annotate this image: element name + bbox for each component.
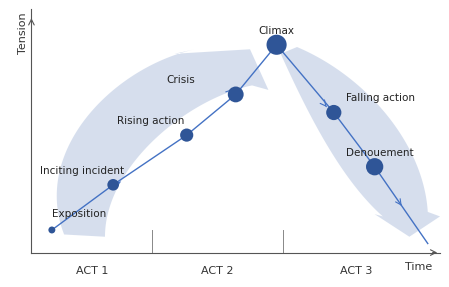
Point <box>273 42 280 47</box>
Point <box>371 164 378 169</box>
Polygon shape <box>281 47 440 237</box>
Text: ACT 2: ACT 2 <box>201 266 233 276</box>
Text: ACT 1: ACT 1 <box>76 266 108 276</box>
Point <box>48 228 56 232</box>
Point <box>183 133 190 137</box>
Polygon shape <box>57 49 269 237</box>
Text: Tension: Tension <box>18 12 28 54</box>
Text: Falling action: Falling action <box>346 94 415 104</box>
Text: Denouement: Denouement <box>346 148 414 158</box>
Point <box>330 110 337 115</box>
Text: Time: Time <box>405 261 432 272</box>
Text: Crisis: Crisis <box>166 75 195 86</box>
Text: Rising action: Rising action <box>117 116 185 126</box>
Text: Exposition: Exposition <box>52 209 106 219</box>
Text: Inciting incident: Inciting incident <box>40 166 124 176</box>
Text: ACT 3: ACT 3 <box>340 266 373 276</box>
Point <box>110 183 117 187</box>
Point <box>232 92 239 97</box>
Text: Climax: Climax <box>259 26 295 36</box>
